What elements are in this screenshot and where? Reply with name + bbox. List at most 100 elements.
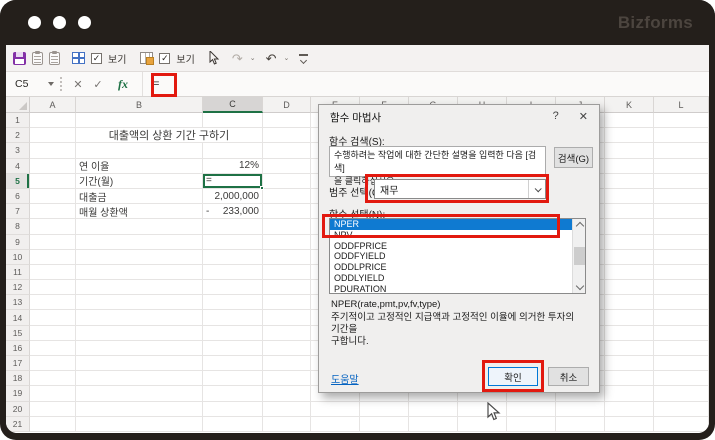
formula-input[interactable]: = xyxy=(142,72,709,96)
cell-C7[interactable]: -233,000 xyxy=(203,204,263,220)
cell-D12[interactable] xyxy=(263,280,311,296)
cell-L4[interactable] xyxy=(654,158,709,174)
row-header-1[interactable]: 1 xyxy=(6,113,30,129)
cell-B4[interactable]: 연 이율 xyxy=(76,158,203,174)
redo-dropdown-icon[interactable]: ⌄ xyxy=(249,55,256,62)
cell-D21[interactable] xyxy=(263,416,311,432)
row-header-5[interactable]: 5 xyxy=(6,173,30,189)
cell-C17[interactable] xyxy=(203,356,263,372)
cell-B18[interactable] xyxy=(76,371,203,387)
cell-C18[interactable] xyxy=(203,371,263,387)
cell-A13[interactable] xyxy=(30,295,76,311)
cell-B21[interactable] xyxy=(76,416,203,432)
cell-A1[interactable] xyxy=(30,113,76,129)
cell-L18[interactable] xyxy=(654,371,709,387)
cell-D4[interactable] xyxy=(263,158,311,174)
cell-B12[interactable] xyxy=(76,280,203,296)
cell-K20[interactable] xyxy=(605,401,654,417)
cell-L8[interactable] xyxy=(654,219,709,235)
cell-K5[interactable] xyxy=(605,173,654,189)
cell-L11[interactable] xyxy=(654,264,709,281)
cell-E21[interactable] xyxy=(311,416,360,432)
undo-dropdown-icon[interactable]: ⌄ xyxy=(283,55,290,62)
cell-F21[interactable] xyxy=(360,416,409,432)
cell-C6[interactable]: 2,000,000 xyxy=(203,188,263,205)
row-header-19[interactable]: 19 xyxy=(6,386,30,402)
cell-C1[interactable] xyxy=(203,113,263,129)
select-cursor-icon[interactable] xyxy=(209,51,220,65)
cell-C15[interactable] xyxy=(203,325,263,341)
cell-A12[interactable] xyxy=(30,280,76,296)
cell-D3[interactable] xyxy=(263,143,311,159)
column-header-A[interactable]: A xyxy=(30,97,76,113)
cell-E20[interactable] xyxy=(311,401,360,417)
function-item-nper[interactable]: NPER xyxy=(330,219,585,230)
cell-B8[interactable] xyxy=(76,219,203,235)
cell-H21[interactable] xyxy=(458,416,507,432)
cell-L19[interactable] xyxy=(654,386,709,402)
cell-C3[interactable] xyxy=(203,143,263,159)
cell-B7[interactable]: 매월 상환액 xyxy=(76,204,203,220)
cell-K7[interactable] xyxy=(605,204,654,220)
cell-K15[interactable] xyxy=(605,325,654,341)
cell-K1[interactable] xyxy=(605,113,654,129)
function-search-input[interactable]: 수행하려는 작업에 대한 간단한 설명을 입력한 다음 [검색] 을 클릭하십시… xyxy=(329,146,546,186)
cell-K18[interactable] xyxy=(605,371,654,387)
cell-B17[interactable] xyxy=(76,356,203,372)
column-header-D[interactable]: D xyxy=(263,97,311,113)
cell-D15[interactable] xyxy=(263,325,311,341)
cell-B10[interactable] xyxy=(76,249,203,265)
cell-D7[interactable] xyxy=(263,204,311,220)
cell-A4[interactable] xyxy=(30,158,76,174)
scroll-up-icon[interactable] xyxy=(575,221,584,231)
select-all-corner[interactable] xyxy=(6,97,30,113)
cell-L1[interactable] xyxy=(654,113,709,129)
cell-L13[interactable] xyxy=(654,295,709,311)
cell-B5[interactable]: 기간(월) xyxy=(76,173,203,189)
function-item-oddfyield[interactable]: ODDFYIELD xyxy=(334,251,386,262)
paste-icon[interactable] xyxy=(49,50,60,65)
cell-K3[interactable] xyxy=(605,143,654,159)
name-box[interactable]: C5 xyxy=(6,78,58,90)
cell-D10[interactable] xyxy=(263,249,311,265)
cell-A7[interactable] xyxy=(30,204,76,220)
cancel-entry-icon[interactable]: ✕ xyxy=(73,78,83,91)
row-header-20[interactable]: 20 xyxy=(6,401,30,417)
cell-G21[interactable] xyxy=(409,416,458,432)
cell-H19[interactable] xyxy=(458,386,507,402)
view-checkbox-1[interactable]: ✓ xyxy=(91,52,102,64)
cell-K17[interactable] xyxy=(605,356,654,372)
scrollbar-thumb[interactable] xyxy=(574,247,585,265)
cell-F20[interactable] xyxy=(360,401,409,417)
cell-H20[interactable] xyxy=(458,401,507,417)
customize-toolbar-icon[interactable] xyxy=(299,54,309,62)
column-header-K[interactable]: K xyxy=(605,97,654,113)
cell-C19[interactable] xyxy=(203,386,263,402)
cell-A16[interactable] xyxy=(30,340,76,356)
dialog-titlebar[interactable]: 함수 마법사 xyxy=(319,105,599,129)
cell-C11[interactable] xyxy=(203,264,263,281)
cell-L20[interactable] xyxy=(654,401,709,417)
cell-D6[interactable] xyxy=(263,188,311,205)
cell-L3[interactable] xyxy=(654,143,709,159)
cell-A10[interactable] xyxy=(30,249,76,265)
cell-C5[interactable]: = xyxy=(203,173,264,190)
scroll-down-icon[interactable] xyxy=(575,281,584,291)
cell-L15[interactable] xyxy=(654,325,709,341)
cell-D20[interactable] xyxy=(263,401,311,417)
row-header-2[interactable]: 2 xyxy=(6,128,30,144)
cell-B19[interactable] xyxy=(76,386,203,402)
cell-F19[interactable] xyxy=(360,386,409,402)
window-dot[interactable] xyxy=(53,16,66,29)
cell-C14[interactable] xyxy=(203,310,263,326)
cell-A2[interactable] xyxy=(30,128,76,144)
cell-B3[interactable] xyxy=(76,143,203,159)
cell-A20[interactable] xyxy=(30,401,76,417)
cell-D18[interactable] xyxy=(263,371,311,387)
cell-D13[interactable] xyxy=(263,295,311,311)
search-button[interactable]: 검색(G) xyxy=(554,147,593,168)
cell-B13[interactable] xyxy=(76,295,203,311)
cell-A11[interactable] xyxy=(30,264,76,281)
enter-entry-icon[interactable]: ✓ xyxy=(93,78,103,91)
cell-A15[interactable] xyxy=(30,325,76,341)
